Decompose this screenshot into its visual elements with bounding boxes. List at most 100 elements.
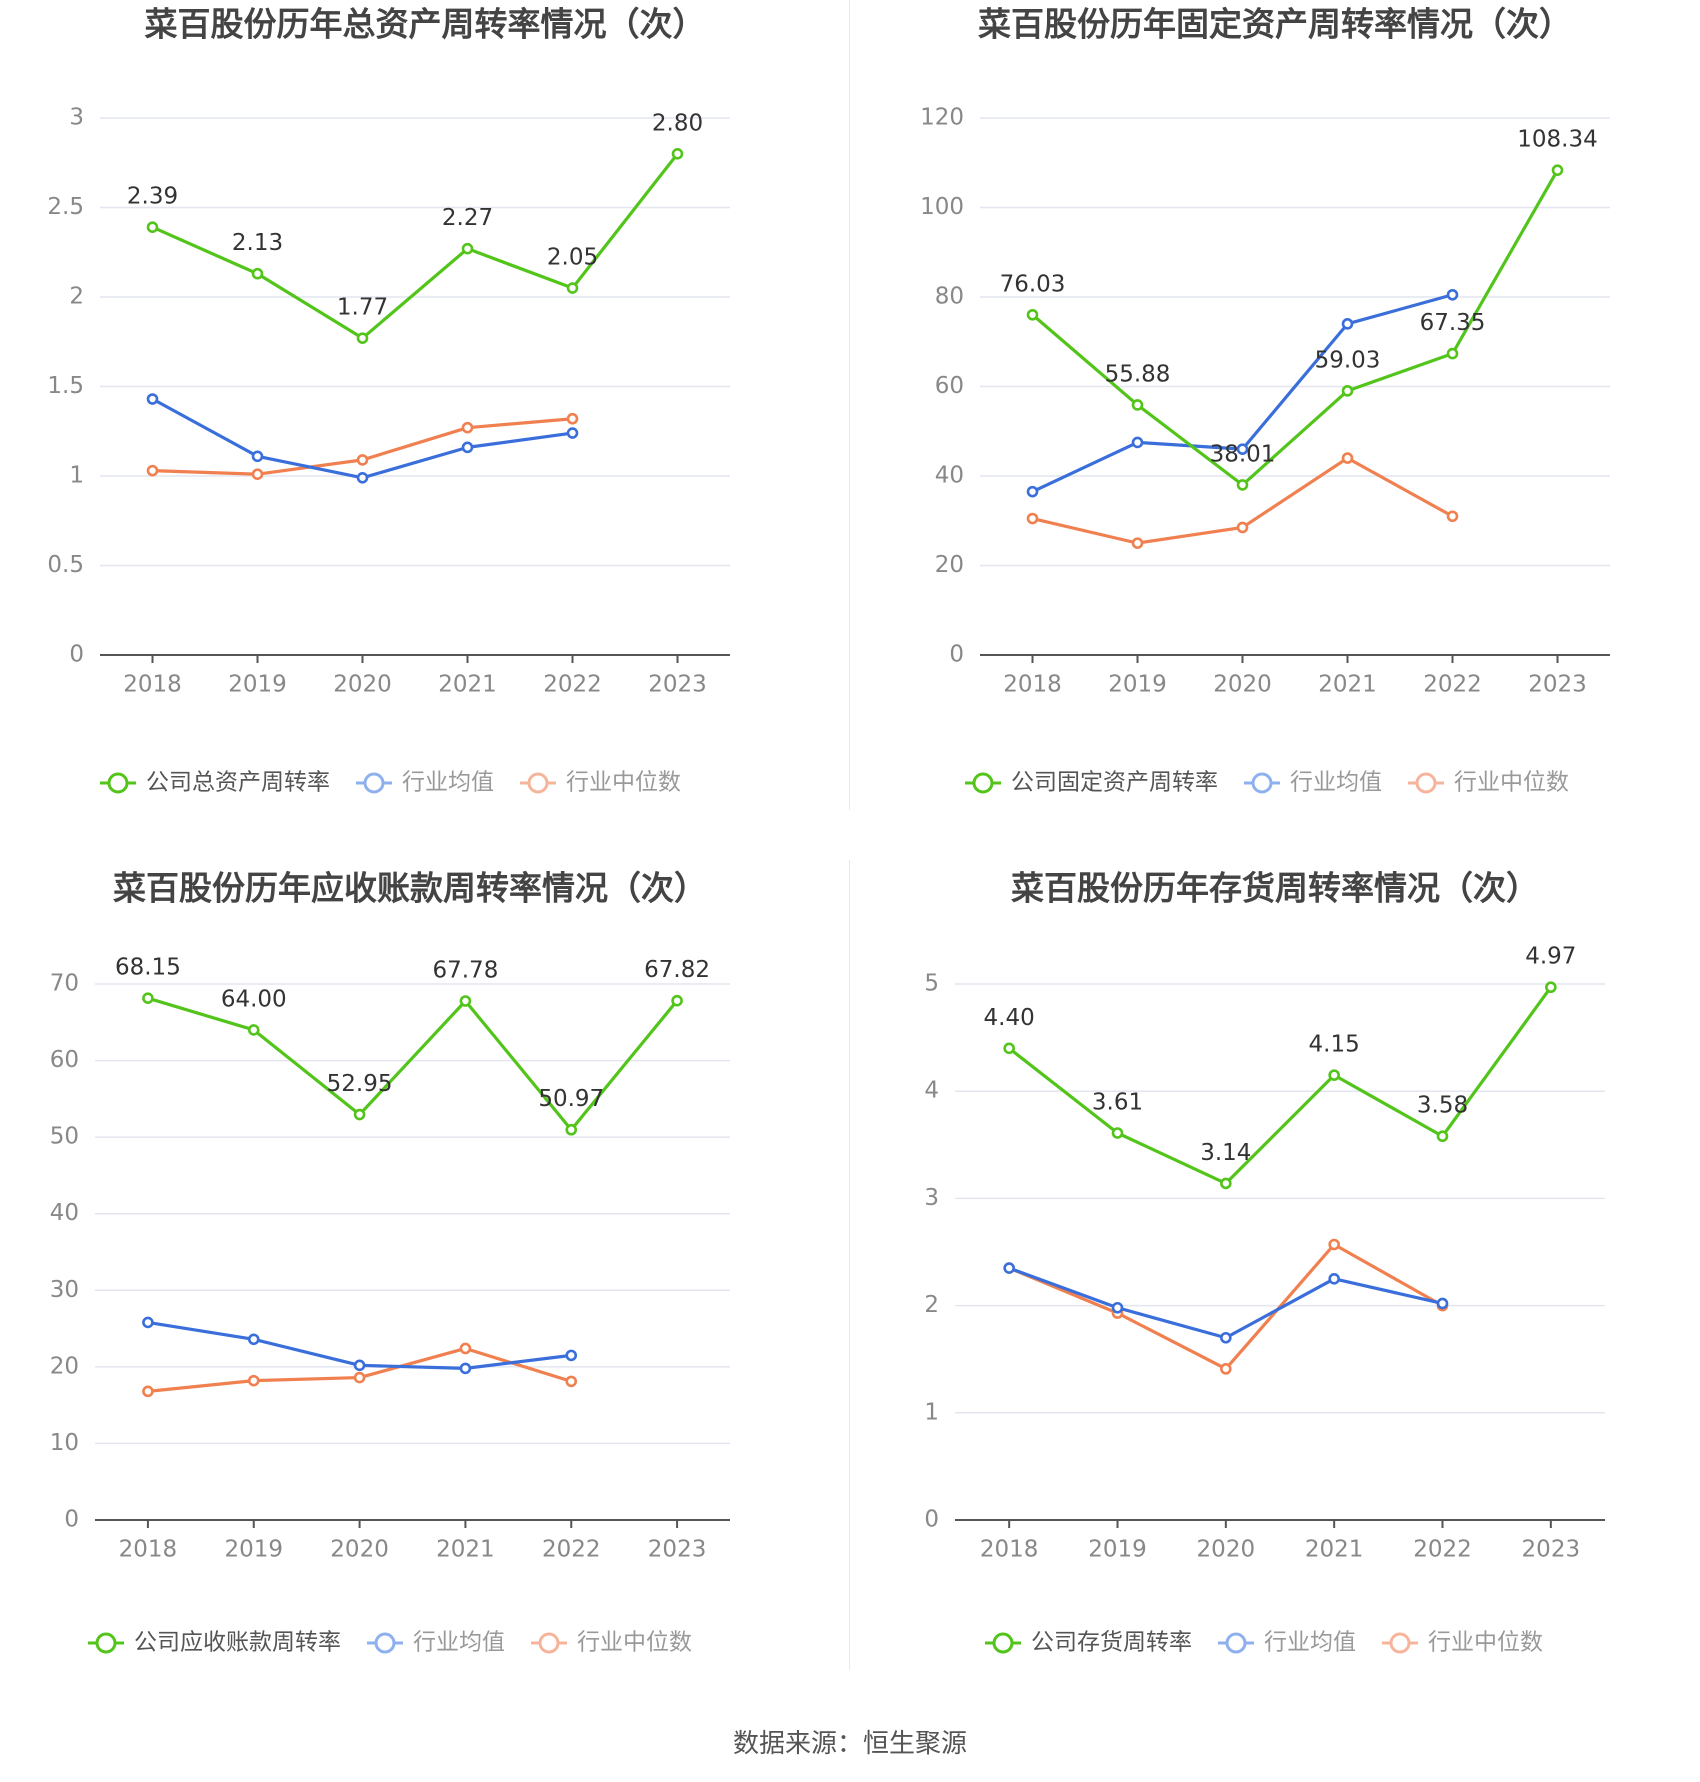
legend-item: 行业中位数 xyxy=(531,1630,692,1656)
data-point xyxy=(247,1024,260,1036)
data-point xyxy=(1436,1297,1449,1310)
data-point xyxy=(1026,308,1039,321)
legend-marker xyxy=(363,772,385,794)
data-point xyxy=(353,1108,366,1121)
y-tick-label: 20 xyxy=(935,552,964,578)
legend-item: 行业均值 xyxy=(367,1630,505,1656)
legend-label: 行业中位数 xyxy=(1428,1630,1543,1656)
y-tick-label: 3 xyxy=(924,1185,939,1211)
data-label: 108.34 xyxy=(1517,127,1597,153)
legend-item: 行业均值 xyxy=(1244,770,1382,796)
y-tick-label: 4 xyxy=(924,1078,939,1104)
data-point xyxy=(146,464,159,477)
x-tick-label: 2020 xyxy=(333,672,392,698)
legend-marker xyxy=(972,772,994,794)
data-point xyxy=(1220,1177,1232,1190)
y-tick-label: 100 xyxy=(920,194,964,220)
legend-label: 行业中位数 xyxy=(1454,770,1569,796)
data-point xyxy=(1026,485,1039,498)
data-point xyxy=(1446,347,1459,360)
data-point xyxy=(353,1371,366,1384)
data-point xyxy=(1236,443,1249,455)
y-tick-label: 40 xyxy=(935,463,964,489)
data-point xyxy=(1446,288,1459,301)
series-line xyxy=(147,996,679,1132)
x-tick-label: 2023 xyxy=(1528,672,1587,698)
data-point xyxy=(1111,1301,1124,1314)
data-point xyxy=(566,282,579,294)
x-tick-label: 2019 xyxy=(224,1537,283,1563)
data-point xyxy=(1545,981,1557,994)
y-tick-label: 10 xyxy=(50,1430,79,1456)
legend-marker xyxy=(1225,1632,1247,1654)
data-label: 4.40 xyxy=(984,1005,1035,1031)
panel-divider-top xyxy=(849,0,850,810)
x-tick-label: 2018 xyxy=(123,672,182,698)
data-point xyxy=(142,1316,154,1329)
legend-label: 公司固定资产周转率 xyxy=(1011,770,1218,796)
data-point xyxy=(1551,164,1564,176)
x-tick-label: 2023 xyxy=(648,1537,707,1563)
data-label: 4.97 xyxy=(1525,944,1576,970)
series-line xyxy=(151,397,573,480)
data-label: 68.15 xyxy=(115,955,181,981)
legend-label: 行业均值 xyxy=(1264,1630,1356,1656)
data-label: 55.88 xyxy=(1105,361,1171,387)
legend-item: 行业均值 xyxy=(1218,1630,1356,1656)
data-label: 3.61 xyxy=(1092,1090,1143,1116)
data-point xyxy=(1328,1069,1340,1081)
data-point xyxy=(1328,1238,1340,1251)
legend-item: 行业中位数 xyxy=(1408,770,1569,796)
data-source-label: 数据来源：恒生聚源 xyxy=(732,1729,967,1759)
data-point xyxy=(142,1385,154,1398)
data-point xyxy=(1341,318,1354,330)
x-tick-label: 2019 xyxy=(1108,672,1167,698)
x-tick-label: 2018 xyxy=(119,1537,178,1563)
chart-title: 菜百股份历年应收账款周转率情况（次） xyxy=(113,869,707,908)
legend-label: 行业中位数 xyxy=(577,1630,692,1656)
x-tick-label: 2022 xyxy=(542,1537,601,1563)
x-tick-label: 2022 xyxy=(543,672,602,698)
data-point xyxy=(1220,1331,1232,1344)
data-point xyxy=(565,1123,578,1136)
data-point xyxy=(251,450,264,463)
data-label: 2.39 xyxy=(127,184,178,210)
x-tick-label: 2020 xyxy=(1197,1537,1256,1563)
y-tick-label: 2 xyxy=(924,1292,939,1318)
legend-marker xyxy=(374,1632,396,1654)
data-point xyxy=(1131,537,1144,549)
legend-label: 行业均值 xyxy=(402,770,494,796)
data-label: 2.05 xyxy=(547,245,598,271)
data-point xyxy=(1003,1262,1015,1274)
y-tick-label: 0 xyxy=(949,642,964,668)
x-tick-label: 2018 xyxy=(1003,672,1062,698)
data-point xyxy=(1446,510,1459,523)
data-label: 2.27 xyxy=(442,205,493,231)
data-label: 3.14 xyxy=(1200,1140,1251,1166)
data-point xyxy=(356,454,369,466)
series-line xyxy=(151,152,679,340)
y-tick-label: 70 xyxy=(50,971,79,997)
data-point xyxy=(353,1359,366,1372)
legend-item: 行业中位数 xyxy=(1382,1630,1543,1656)
data-point xyxy=(566,427,579,439)
data-point xyxy=(459,1342,472,1355)
data-point xyxy=(1341,452,1354,464)
legend-label: 公司应收账款周转率 xyxy=(134,1630,341,1656)
x-tick-label: 2023 xyxy=(648,672,707,698)
legend-item: 公司应收账款周转率 xyxy=(88,1630,341,1656)
y-tick-label: 1.5 xyxy=(47,373,84,399)
x-tick-label: 2021 xyxy=(1318,672,1377,698)
data-point xyxy=(1328,1272,1340,1285)
chart-panel-fixed-asset-turnover: 菜百股份历年固定资产周转率情况（次） 0 20 40 60 80 100 120 2018 201… xyxy=(850,0,1700,860)
y-tick-label: 60 xyxy=(935,373,964,399)
data-label: 4.15 xyxy=(1309,1032,1360,1058)
data-point xyxy=(1220,1363,1232,1375)
x-tick-label: 2021 xyxy=(1305,1537,1364,1563)
data-point xyxy=(1131,399,1144,411)
chart-total-asset-turnover: 菜百股份历年总资产周转率情况（次） 0 0.5 1 1.5 2 2.5 3 2018 2019 20… xyxy=(47,5,730,796)
y-tick-label: 0 xyxy=(64,1507,79,1533)
data-label: 67.82 xyxy=(644,957,710,983)
data-point xyxy=(459,1362,472,1375)
series-line xyxy=(1008,986,1553,1185)
